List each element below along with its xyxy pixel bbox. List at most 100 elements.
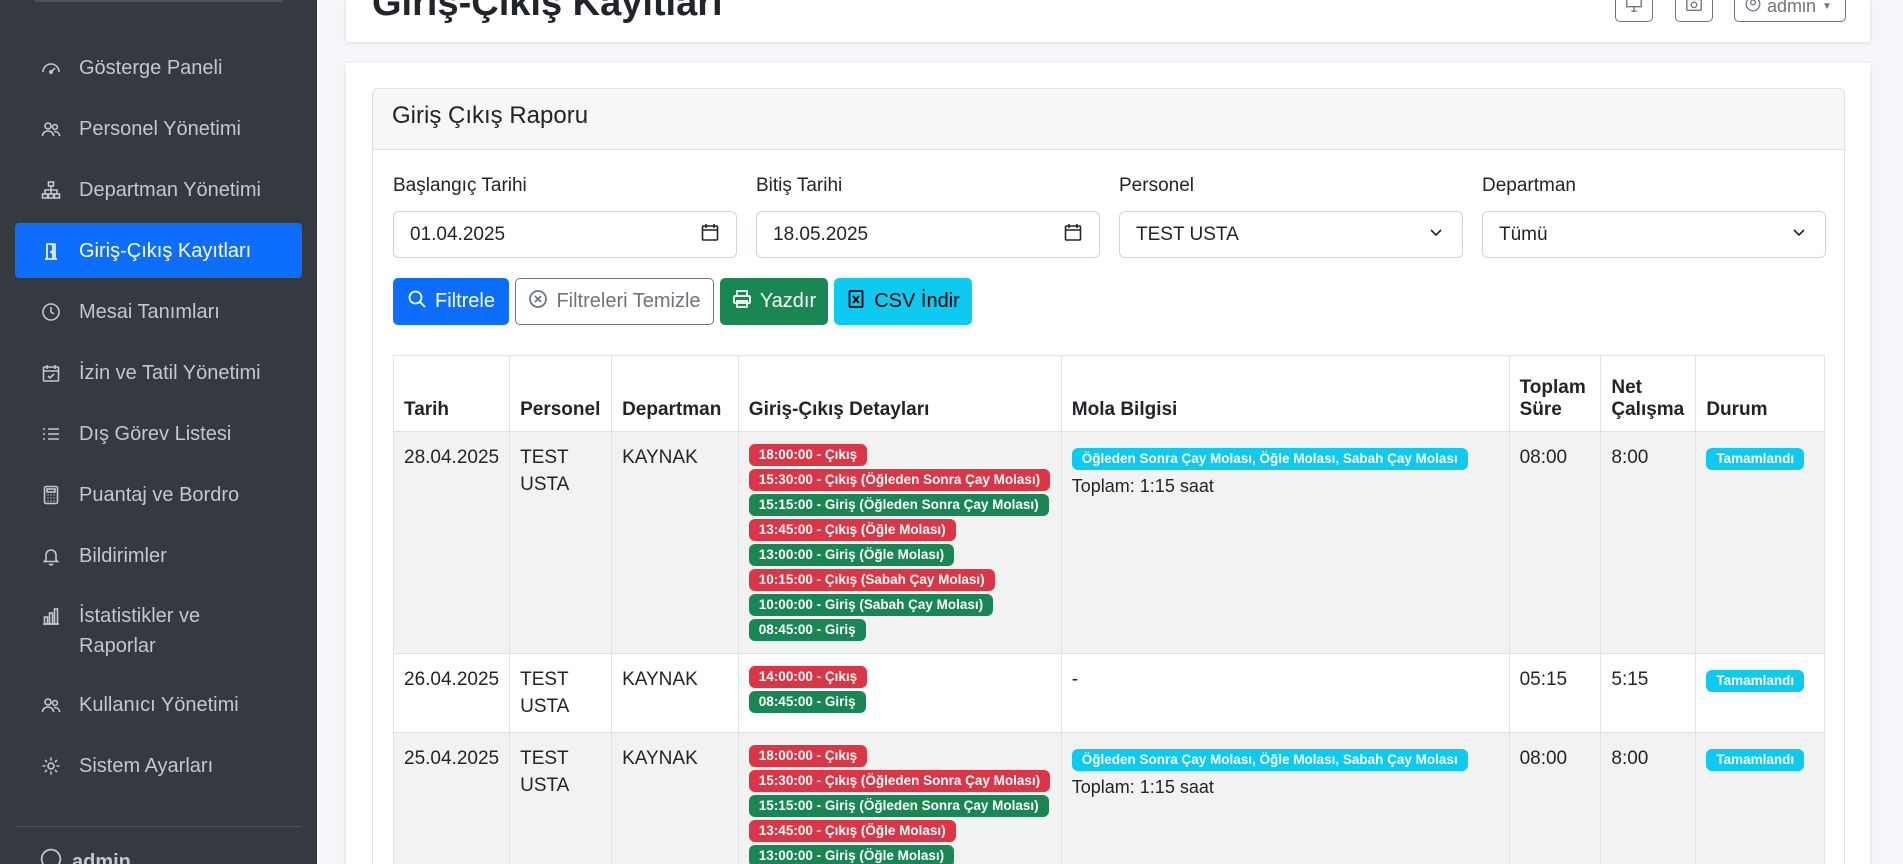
list-icon <box>40 423 62 445</box>
cell-date: 26.04.2025 <box>392 653 511 733</box>
report-card-header <box>372 88 1845 150</box>
camera-button[interactable] <box>1675 0 1713 22</box>
calendar-icon[interactable] <box>1063 222 1083 248</box>
col-header-status[interactable]: Durum <box>1695 355 1825 432</box>
person-circle-icon <box>1745 0 1761 17</box>
event-badge-in: 13:00:00 - Giriş (Öğle Molası) <box>748 544 955 566</box>
sidebar-item-label: Dış Görev Listesi <box>79 422 232 445</box>
sidebar-user-name: admin <box>72 850 131 864</box>
col-header-details[interactable]: Giriş-Çıkış Detayları <box>737 355 1062 432</box>
personel-line1: TEST <box>520 669 569 690</box>
sidebar-item-dashboard[interactable]: Gösterge Paneli <box>15 40 302 95</box>
sidebar-item-label: Gösterge Paneli <box>79 56 223 79</box>
sidebar-item-sistem-ayarlari[interactable]: Sistem Ayarları <box>15 738 302 793</box>
cell-status: Tamamlandı <box>1695 732 1825 864</box>
end-date-input[interactable]: 18.05.2025 <box>756 211 1100 258</box>
event-badge-out: 13:45:00 - Çıkış (Öğle Molası) <box>748 519 956 541</box>
cell-details: 18:00:00 - Çıkış 15:30:00 - Çıkış (Öğled… <box>737 431 1062 654</box>
sidebar-item-kullanici[interactable]: Kullanıcı Yönetimi <box>15 677 302 732</box>
mola-badge: Öğleden Sonra Çay Molası, Öğle Molası, S… <box>1071 448 1468 470</box>
col-header-total[interactable]: Toplam Süre <box>1508 355 1602 432</box>
sidebar-item-giris-cikis[interactable]: Giriş-Çıkış Kayıtları <box>15 223 302 278</box>
cell-mola: Öğleden Sonra Çay Molası, Öğle Molası, S… <box>1060 732 1510 864</box>
col-header-mola[interactable]: Mola Bilgisi <box>1060 355 1510 432</box>
x-circle-icon <box>528 289 548 315</box>
table-row: 26.04.2025 TEST USTA KAYNAK 14:00:00 - Çı… <box>392 653 1825 733</box>
sidebar-item-label: İzin ve Tatil Yönetimi <box>79 361 261 384</box>
sidebar-item-istatistikler[interactable]: İstatistikler ve Raporlar <box>15 589 302 671</box>
csv-download-button[interactable]: CSV İndir <box>834 278 972 325</box>
event-badge-in: 10:00:00 - Giriş (Sabah Çay Molası) <box>748 594 994 616</box>
clock-icon <box>40 301 62 323</box>
sidebar-item-label: Personel Yönetimi <box>79 117 241 140</box>
records-table: Tarih Personel Departman Giriş-Çıkış Det… <box>392 355 1825 864</box>
department-select-value: Tümü <box>1499 223 1548 245</box>
start-date-label: Başlangıç Tarihi <box>393 175 527 196</box>
status-badge: Tamamlandı <box>1706 749 1805 771</box>
col-header-total-line2: Süre <box>1519 399 1562 420</box>
table-row: 25.04.2025 TEST USTA KAYNAK 18:00:00 - Çı… <box>392 732 1825 864</box>
department-select[interactable]: Tümü <box>1482 211 1826 258</box>
sidebar-item-dis-gorev[interactable]: Dış Görev Listesi <box>15 406 302 461</box>
col-header-date[interactable]: Tarih <box>392 355 511 432</box>
sidebar-item-izin[interactable]: İzin ve Tatil Yönetimi <box>15 345 302 400</box>
clear-filters-button[interactable]: Filtreleri Temizle <box>515 278 714 325</box>
sidebar-item-department[interactable]: Departman Yönetimi <box>15 162 302 217</box>
sidebar-user[interactable]: admin <box>40 848 131 864</box>
csv-download-label: CSV İndir <box>874 290 960 312</box>
filter-button-label: Filtrele <box>434 290 495 312</box>
cell-details: 18:00:00 - Çıkış 15:30:00 - Çıkış (Öğled… <box>737 732 1062 864</box>
sidebar-item-puantaj[interactable]: Puantaj ve Bordro <box>15 467 302 522</box>
sidebar-item-mesai[interactable]: Mesai Tanımları <box>15 284 302 339</box>
col-header-net[interactable]: Net Çalışma <box>1600 355 1697 432</box>
printer-icon <box>732 289 752 315</box>
start-date-input[interactable]: 01.04.2025 <box>393 211 737 258</box>
personel-label: Personel <box>1119 175 1194 196</box>
cell-status: Tamamlandı <box>1695 431 1825 654</box>
cell-personel: TEST USTA <box>509 431 613 654</box>
cell-date: 25.04.2025 <box>392 732 511 864</box>
end-date-label: Bitiş Tarihi <box>756 175 843 196</box>
cell-net: 8:00 <box>1600 431 1697 654</box>
department-label: Departman <box>1482 175 1576 196</box>
sidebar-item-label: Sistem Ayarları <box>79 754 214 777</box>
table-row: 28.04.2025 TEST USTA KAYNAK 18:00:00 - Çı… <box>392 431 1825 654</box>
sidebar-item-label: Departman Yönetimi <box>79 178 261 201</box>
sidebar-item-label: Mesai Tanımları <box>79 300 220 323</box>
user-menu-dropdown[interactable]: admin ▼ <box>1734 0 1846 22</box>
event-badge-out: 13:45:00 - Çıkış (Öğle Molası) <box>748 820 956 842</box>
col-header-net-line1: Net <box>1611 377 1642 398</box>
sidebar-item-bildirimler[interactable]: Bildirimler <box>15 528 302 583</box>
event-badge-in: 15:15:00 - Giriş (Öğleden Sonra Çay Mola… <box>748 494 1049 516</box>
status-badge: Tamamlandı <box>1706 670 1805 692</box>
col-header-net-line2: Çalışma <box>1611 399 1685 420</box>
speedometer-icon <box>40 57 62 79</box>
bar-chart-icon <box>40 605 62 627</box>
event-badge-out: 15:30:00 - Çıkış (Öğleden Sonra Çay Mola… <box>748 469 1051 491</box>
calendar-icon[interactable] <box>700 222 720 248</box>
sidebar-item-label: İstatistikler ve Raporlar <box>79 605 201 657</box>
diagram-icon <box>40 179 62 201</box>
cell-personel: TEST USTA <box>509 653 613 733</box>
col-header-department[interactable]: Departman <box>611 355 739 432</box>
monitor-button[interactable] <box>1615 0 1653 22</box>
cell-status: Tamamlandı <box>1695 653 1825 733</box>
mola-total: Toplam: 1:15 saat <box>1071 476 1214 496</box>
filter-button[interactable]: Filtrele <box>393 278 509 325</box>
sidebar-divider <box>15 826 302 827</box>
print-button[interactable]: Yazdır <box>720 278 828 325</box>
cell-details: 14:00:00 - Çıkış 08:45:00 - Giriş <box>737 653 1062 733</box>
personel-select-value: TEST USTA <box>1136 223 1239 245</box>
bell-icon <box>40 545 62 567</box>
event-badge-out: 18:00:00 - Çıkış <box>748 745 868 767</box>
col-header-personel[interactable]: Personel <box>509 355 613 432</box>
print-button-label: Yazdır <box>759 290 817 312</box>
personel-line1: TEST <box>520 447 569 468</box>
event-badge-out: 14:00:00 - Çıkış <box>748 666 868 688</box>
col-header-total-line1: Toplam <box>1519 377 1586 398</box>
personel-select[interactable]: TEST USTA <box>1119 211 1463 258</box>
sidebar-item-personel[interactable]: Personel Yönetimi <box>15 101 302 156</box>
event-badge-out: 18:00:00 - Çıkış <box>748 444 868 466</box>
people-icon <box>40 694 62 716</box>
cell-mola: - <box>1060 653 1510 733</box>
